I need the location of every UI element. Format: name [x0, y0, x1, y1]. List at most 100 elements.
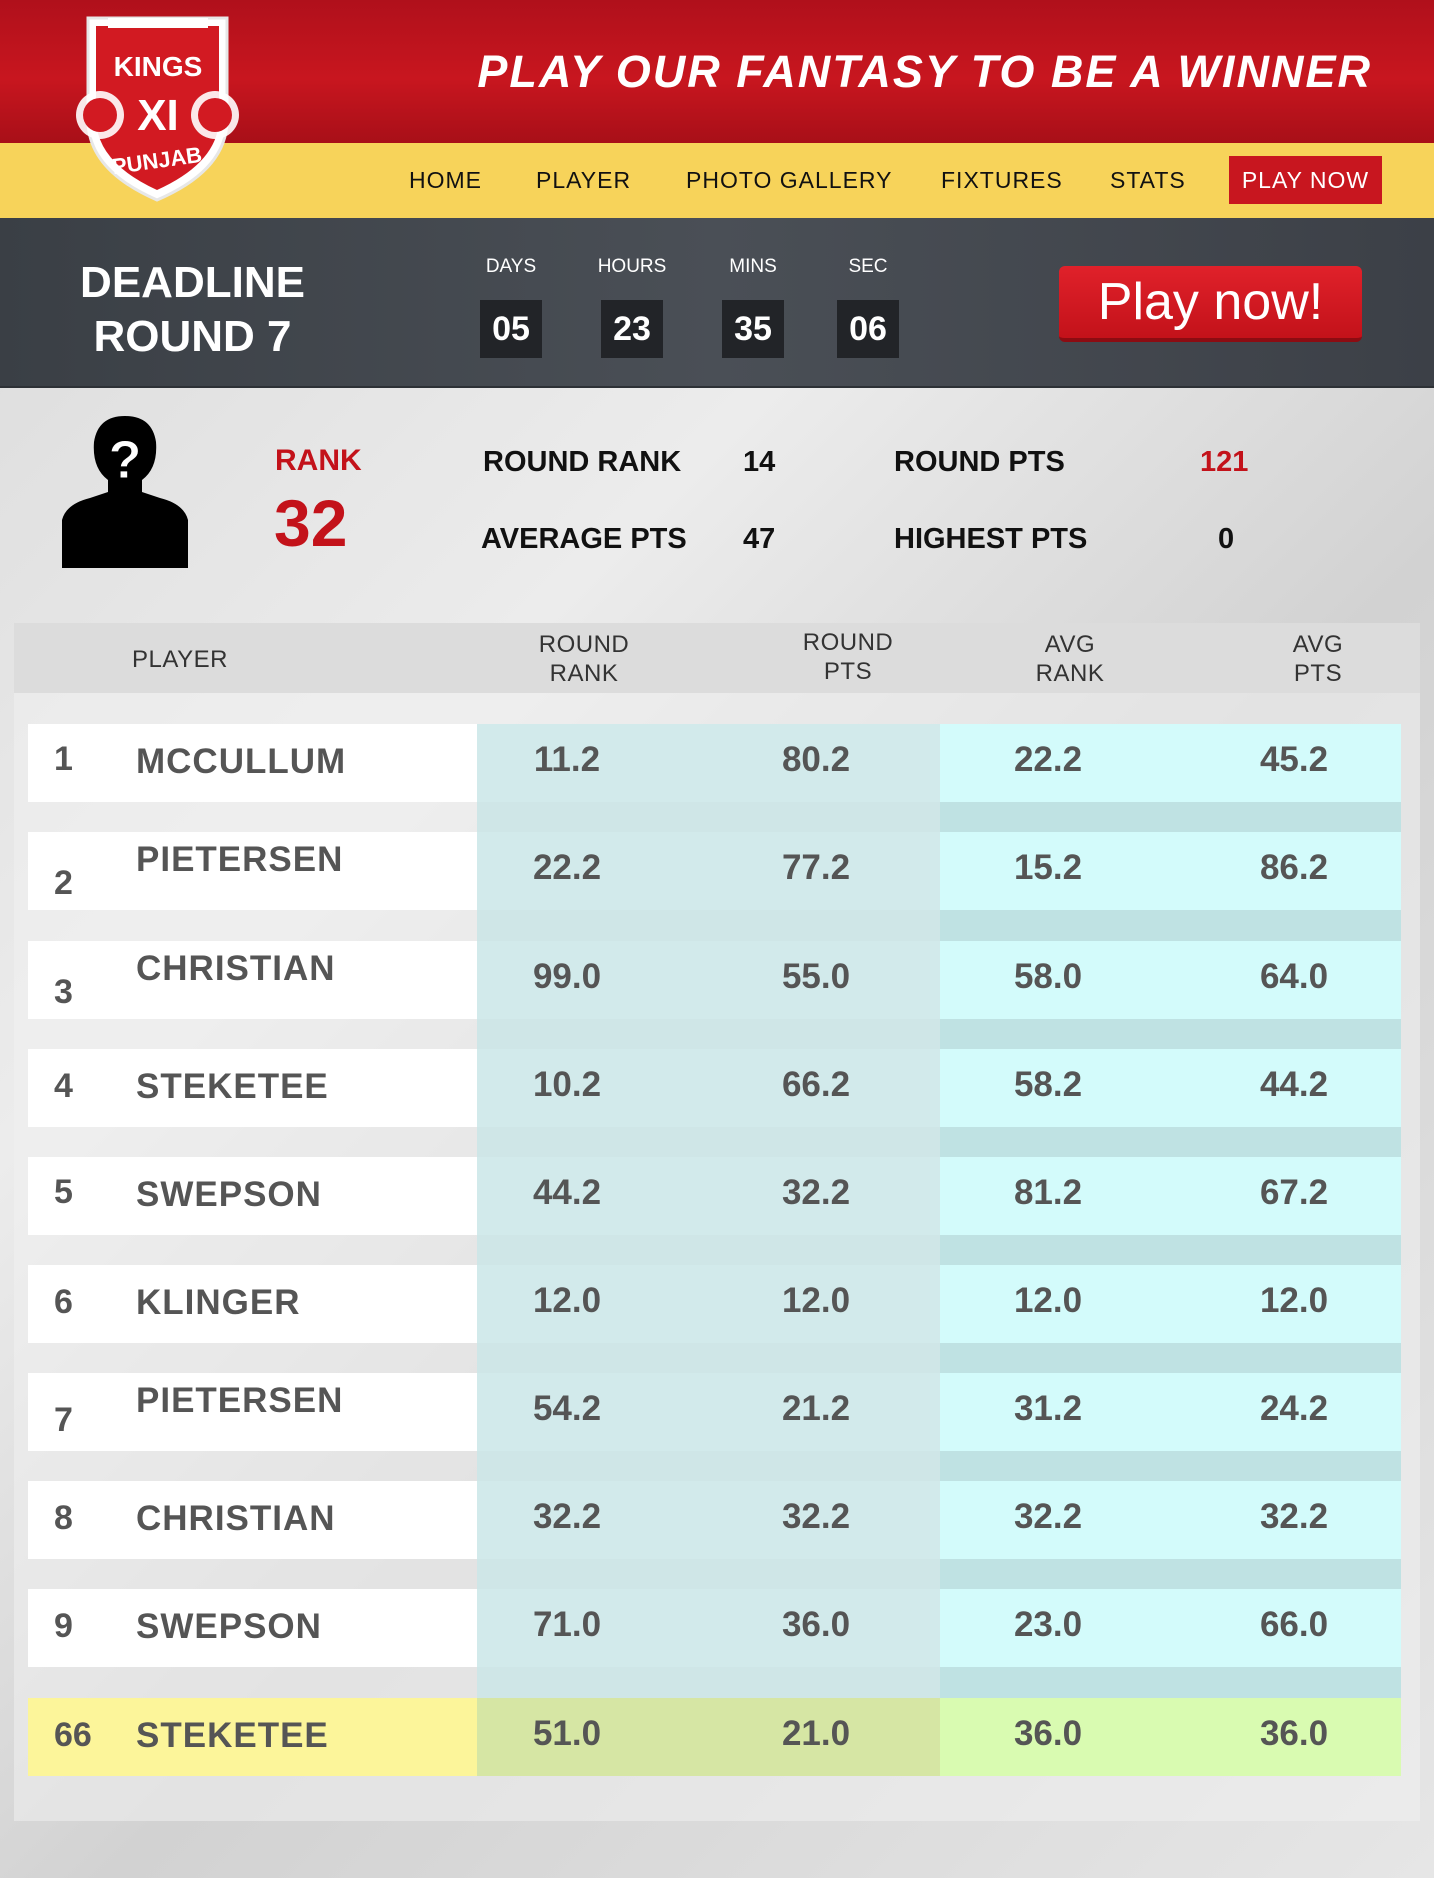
cell-round: 44.2 32.2: [477, 1157, 940, 1235]
avg-rank-value: 36.0: [1013, 1714, 1083, 1753]
nav-player[interactable]: PLAYER: [536, 167, 632, 193]
row-number: 2: [54, 864, 73, 902]
nav-stats[interactable]: STATS: [1110, 167, 1186, 193]
avg-rank-value: 12.0: [1013, 1281, 1083, 1320]
nav-play-now-button[interactable]: PLAY NOW: [1229, 156, 1382, 204]
rank-label: RANK: [275, 444, 362, 477]
logo-text-xi: XI: [137, 91, 179, 140]
round-pts-value: 55.0: [781, 957, 851, 996]
player-name: PIETERSEN: [136, 840, 344, 879]
round-line: ROUND 7: [93, 312, 292, 361]
avg-rank-value: 31.2: [1013, 1389, 1083, 1428]
avg-pts-value: 66.0: [1259, 1605, 1329, 1644]
avg-pts-value: 45.2: [1259, 740, 1329, 779]
nav-home[interactable]: HOME: [409, 167, 482, 193]
cell-player: 66 STEKETEE: [28, 1698, 477, 1776]
table-row[interactable]: 1 MCCULLUM 11.2 80.2 22.2 45.2: [28, 724, 1401, 802]
rank-value: 32: [274, 486, 348, 560]
cell-avg: 58.0 64.0: [940, 941, 1401, 1019]
header-line: ROUND: [538, 631, 630, 658]
player-name: KLINGER: [136, 1283, 301, 1322]
nav-photo-gallery[interactable]: PHOTO GALLERY: [686, 167, 893, 193]
timer-label: DAYS: [485, 256, 537, 277]
table-row[interactable]: 3 CHRISTIAN 99.0 55.0 58.0 64.0: [28, 941, 1401, 1019]
table-row[interactable]: 7 PIETERSEN 54.2 21.2 31.2 24.2: [28, 1373, 1401, 1451]
cell-round: 10.2 66.2: [477, 1049, 940, 1127]
tagline: PLAY OUR FANTASY TO BE A WINNER: [477, 46, 1372, 97]
timer-value: 05: [480, 300, 542, 358]
table-row[interactable]: 2 PIETERSEN 22.2 77.2 15.2 86.2: [28, 832, 1401, 910]
row-number: 8: [54, 1499, 73, 1537]
avg-rank-value: 81.2: [1013, 1173, 1083, 1212]
kings-xi-punjab-logo[interactable]: KINGS XI PUNJAB: [70, 10, 245, 205]
player-name: PIETERSEN: [136, 1381, 344, 1420]
timer-label: MINS: [729, 256, 777, 277]
deadline-title: DEADLINE ROUND 7: [70, 256, 315, 364]
cell-avg: 58.2 44.2: [940, 1049, 1401, 1127]
cell-player: 8 CHRISTIAN: [28, 1481, 477, 1559]
cell-avg: 22.2 45.2: [940, 724, 1401, 802]
cell-player: 5 SWEPSON: [28, 1157, 477, 1235]
nav-fixtures[interactable]: FIXTURES: [941, 167, 1063, 193]
cell-round: 32.2 32.2: [477, 1481, 940, 1559]
play-now-button[interactable]: Play now!: [1059, 266, 1362, 342]
player-name: CHRISTIAN: [136, 949, 336, 988]
highest-pts-label: HIGHEST PTS: [894, 523, 1088, 555]
cell-avg: 32.2 32.2: [940, 1481, 1401, 1559]
cell-round: 12.0 12.0: [477, 1265, 940, 1343]
cell-player: 3 CHRISTIAN: [28, 941, 477, 1019]
cell-avg: 15.2 86.2: [940, 832, 1401, 910]
avg-rank-value: 58.0: [1013, 957, 1083, 996]
table-row[interactable]: 5 SWEPSON 44.2 32.2 81.2 67.2: [28, 1157, 1401, 1235]
row-number: 5: [54, 1173, 73, 1211]
round-rank-value: 14: [743, 446, 776, 478]
cell-player: 7 PIETERSEN: [28, 1373, 477, 1451]
svg-text:?: ?: [109, 430, 142, 490]
table-row[interactable]: 6 KLINGER 12.0 12.0 12.0 12.0: [28, 1265, 1401, 1343]
avg-rank-value: 58.2: [1013, 1065, 1083, 1104]
header-bar: PLAY OUR FANTASY TO BE A WINNER: [0, 0, 1434, 143]
round-pts-value: 32.2: [781, 1173, 851, 1212]
cell-round: 99.0 55.0: [477, 941, 940, 1019]
player-name: STEKETEE: [136, 1716, 329, 1755]
average-pts-label: AVERAGE PTS: [481, 523, 687, 555]
row-number: 1: [54, 740, 73, 778]
highest-pts-value: 0: [1218, 523, 1235, 555]
round-rank-value: 44.2: [532, 1173, 602, 1212]
round-pts-value: 21.2: [781, 1389, 851, 1428]
timer-value: 06: [837, 300, 899, 358]
header-line: RANK: [1035, 660, 1105, 687]
round-rank-value: 99.0: [532, 957, 602, 996]
table-header: PLAYER ROUND RANK ROUND PTS AVG RANK AVG…: [14, 623, 1420, 693]
cell-player: 6 KLINGER: [28, 1265, 477, 1343]
round-rank-value: 10.2: [532, 1065, 602, 1104]
header-avg-rank: AVG RANK: [1010, 630, 1130, 688]
cell-avg: 31.2 24.2: [940, 1373, 1401, 1451]
round-rank-label: ROUND RANK: [483, 446, 682, 478]
leaderboard-table: PLAYER ROUND RANK ROUND PTS AVG RANK AVG…: [14, 623, 1420, 1821]
round-rank-value: 11.2: [533, 740, 601, 779]
cell-player: 9 SWEPSON: [28, 1589, 477, 1667]
round-pts-value: 121: [1200, 446, 1249, 478]
cell-avg: 36.0 36.0: [940, 1698, 1401, 1776]
round-rank-value: 54.2: [532, 1389, 602, 1428]
header-player: PLAYER: [132, 646, 228, 673]
round-pts-value: 80.2: [781, 740, 851, 779]
avg-rank-value: 15.2: [1013, 848, 1083, 887]
header-avg-pts: AVG PTS: [1258, 630, 1378, 688]
timer-sec: SEC 06: [837, 256, 899, 358]
table-row[interactable]: 9 SWEPSON 71.0 36.0 23.0 66.0: [28, 1589, 1401, 1667]
avg-pts-value: 86.2: [1259, 848, 1329, 887]
round-rank-value: 32.2: [532, 1497, 602, 1536]
cell-player: 1 MCCULLUM: [28, 724, 477, 802]
avg-rank-value: 23.0: [1013, 1605, 1083, 1644]
player-name: CHRISTIAN: [136, 1499, 336, 1538]
cell-player: 2 PIETERSEN: [28, 832, 477, 910]
round-pts-value: 32.2: [781, 1497, 851, 1536]
table-row[interactable]: 4 STEKETEE 10.2 66.2 58.2 44.2: [28, 1049, 1401, 1127]
avg-pts-value: 67.2: [1259, 1173, 1329, 1212]
timer-value: 35: [722, 300, 784, 358]
table-row[interactable]: 66 STEKETEE 51.0 21.0 36.0 36.0: [28, 1698, 1401, 1776]
table-row[interactable]: 8 CHRISTIAN 32.2 32.2 32.2 32.2: [28, 1481, 1401, 1559]
round-pts-value: 77.2: [781, 848, 851, 887]
